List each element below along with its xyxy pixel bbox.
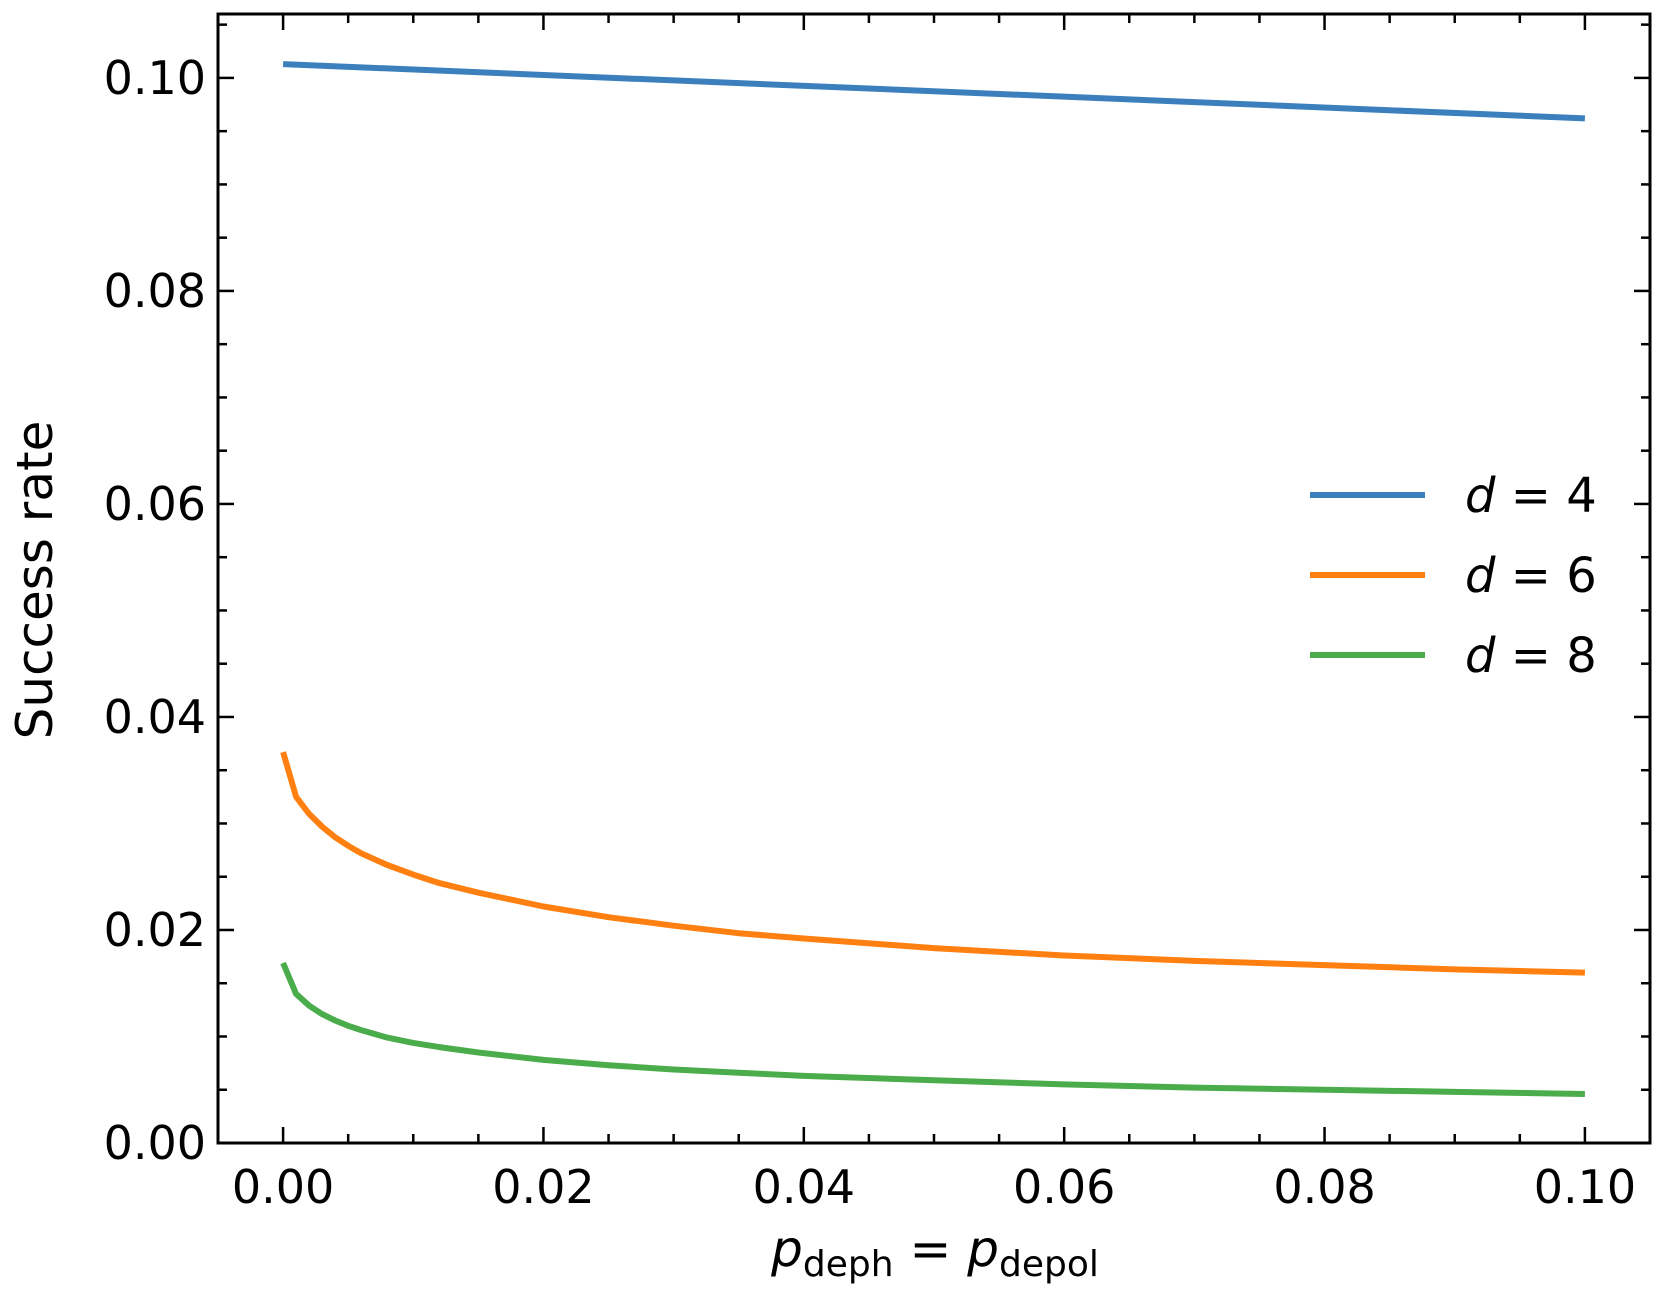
series-line-2 bbox=[280, 751, 1585, 976]
plot-frame bbox=[216, 12, 1652, 1145]
legend: d = 4 d = 6 d = 8 bbox=[1310, 468, 1597, 684]
y-tick-label: 0.04 bbox=[104, 690, 206, 744]
x-tick-label: 0.02 bbox=[492, 1160, 594, 1214]
x-axis-label: pdeph = pdepol bbox=[770, 1220, 1099, 1285]
legend-label-1: d = 4 bbox=[1465, 468, 1597, 524]
plot-area bbox=[216, 12, 1652, 1145]
series-line-3 bbox=[280, 961, 1585, 1097]
x-tick-label: 0.00 bbox=[232, 1160, 334, 1214]
y-tick-label: 0.02 bbox=[104, 903, 206, 957]
legend-label-2: d = 6 bbox=[1465, 548, 1597, 604]
x-label-sub1: deph bbox=[803, 1244, 894, 1285]
x-label-var1: p bbox=[770, 1220, 803, 1278]
series-line-1 bbox=[282, 61, 1586, 122]
y-axis-label: Success rate bbox=[6, 421, 64, 740]
y-tick-label: 0.10 bbox=[104, 51, 206, 105]
x-tick-label: 0.10 bbox=[1534, 1160, 1636, 1214]
y-tick-label: 0.00 bbox=[104, 1116, 206, 1170]
tick-labels-layer: 0.00 0.02 0.04 0.06 0.08 0.10 0.00 0.02 0.04 0.06… bbox=[104, 51, 1637, 1214]
legend-label-3: d = 8 bbox=[1465, 628, 1597, 684]
y-tick-label: 0.06 bbox=[104, 477, 206, 531]
x-tick-label: 0.06 bbox=[1013, 1160, 1115, 1214]
ticks-layer bbox=[216, 14, 1652, 1145]
x-tick-label: 0.08 bbox=[1273, 1160, 1375, 1214]
x-tick-label: 0.04 bbox=[753, 1160, 855, 1214]
x-label-var2: p bbox=[966, 1220, 999, 1278]
series-layer bbox=[280, 61, 1586, 1097]
x-label-sub2: depol bbox=[999, 1244, 1099, 1285]
y-tick-label: 0.08 bbox=[104, 264, 206, 318]
x-label-eq: = bbox=[894, 1220, 968, 1278]
